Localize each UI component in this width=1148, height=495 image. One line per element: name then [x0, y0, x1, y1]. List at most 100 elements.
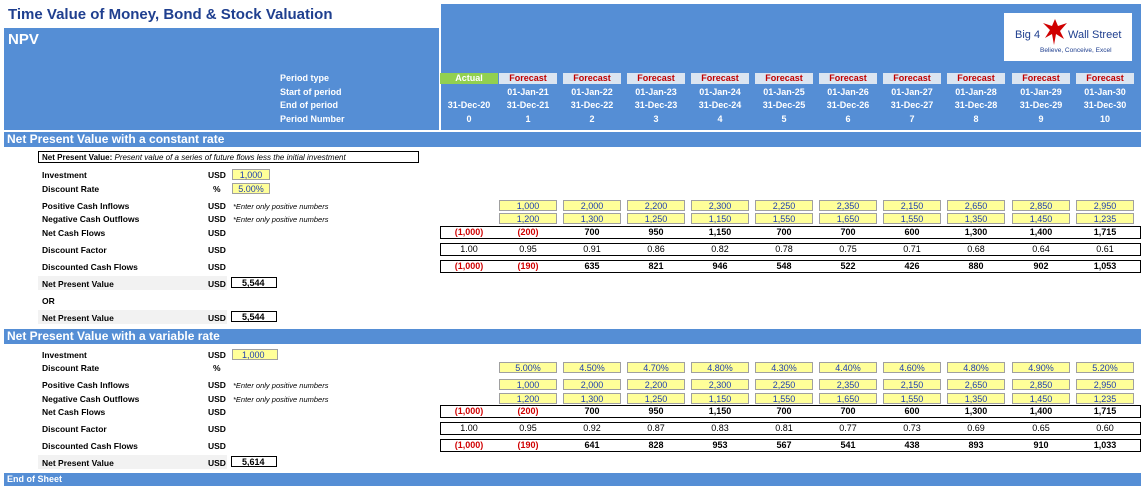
period-num-2: 2: [589, 114, 595, 124]
section2-rate-cell[interactable]: 5.00%: [499, 362, 557, 373]
section2-outflows-cell[interactable]: 1,650: [819, 393, 877, 404]
s1-npv2-label-bg: [38, 310, 227, 324]
s2-investment-input[interactable]: 1,000: [232, 349, 278, 360]
s1-factor-unit: USD: [208, 245, 226, 255]
s1-investment-input[interactable]: 1,000: [232, 169, 270, 180]
section2-rate-cell[interactable]: 4.50%: [563, 362, 621, 373]
section2-discounted-cell: 641: [584, 440, 600, 450]
section2-inflows-cell[interactable]: 2,200: [627, 379, 685, 390]
period-end-8: 31-Dec-28: [954, 100, 998, 110]
section2-outflows-cell[interactable]: 1,150: [691, 393, 749, 404]
section1-inflows-cell[interactable]: 2,350: [819, 200, 877, 211]
section1-factor-cell: 0.64: [1032, 244, 1050, 254]
section1-outflows-cell[interactable]: 1,350: [947, 213, 1005, 224]
period-num-3: 3: [653, 114, 659, 124]
section2-factor-cell: 0.77: [839, 423, 857, 433]
s1-rate-input[interactable]: 5.00%: [232, 183, 270, 194]
section2-inflows-cell[interactable]: 2,000: [563, 379, 621, 390]
s2-outflows-label: Negative Cash Outflows: [42, 394, 140, 404]
section1-outflows-cell[interactable]: 1,300: [563, 213, 621, 224]
section2-rate-cell[interactable]: 4.70%: [627, 362, 685, 373]
s1-discounted-label: Discounted Cash Flows: [42, 262, 138, 272]
s1-net-label: Net Cash Flows: [42, 228, 106, 238]
section2-outflows-cell[interactable]: 1,250: [627, 393, 685, 404]
period-type-7: Forecast: [883, 73, 941, 84]
section1-inflows-cell[interactable]: 2,300: [691, 200, 749, 211]
section2-factor-cell: 0.95: [519, 423, 537, 433]
section1-inflows-cell[interactable]: 2,950: [1076, 200, 1134, 211]
section2-net-cell: 1,400: [1029, 406, 1053, 416]
section1-outflows-cell[interactable]: 1,235: [1076, 213, 1134, 224]
section1-outflows-cell[interactable]: 1,450: [1012, 213, 1070, 224]
section2-inflows-cell[interactable]: 2,150: [883, 379, 941, 390]
logo-text-left: Big 4: [1015, 29, 1041, 41]
section2-rate-cell[interactable]: 4.90%: [1012, 362, 1070, 373]
section2-inflows-cell[interactable]: 2,250: [755, 379, 813, 390]
definition-text: Present value of a series of future flow…: [114, 153, 346, 162]
section1-inflows-cell[interactable]: 2,850: [1012, 200, 1070, 211]
section1-outflows-cell[interactable]: 1,550: [883, 213, 941, 224]
section1-discounted-cell: 426: [904, 261, 920, 271]
s1-npv1-label-bg: [38, 276, 227, 290]
s2-npv-unit: USD: [208, 458, 226, 468]
period-start-3: 01-Jan-23: [635, 87, 677, 97]
section2-rate-cell[interactable]: 4.30%: [755, 362, 813, 373]
section2-net-cell: 700: [776, 406, 792, 416]
section2-outflows-cell[interactable]: 1,550: [755, 393, 813, 404]
section2-outflows-cell[interactable]: 1,350: [947, 393, 1005, 404]
logo-text-right: Wall Street: [1068, 29, 1122, 41]
section2-outflows-cell[interactable]: 1,235: [1076, 393, 1134, 404]
section2-inflows-cell[interactable]: 2,650: [947, 379, 1005, 390]
section2-outflows-cell[interactable]: 1,550: [883, 393, 941, 404]
section2-discounted-cell: 567: [776, 440, 792, 450]
section2-inflows-cell[interactable]: 2,350: [819, 379, 877, 390]
s1-inflows-unit: USD: [208, 201, 226, 211]
subtitle: NPV: [8, 31, 39, 48]
s1-npv2-label: Net Present Value: [42, 313, 114, 323]
section2-outflows-cell[interactable]: 1,200: [499, 393, 557, 404]
section1-outflows-cell[interactable]: 1,150: [691, 213, 749, 224]
section2-rate-cell[interactable]: 5.20%: [1076, 362, 1134, 373]
section2-discounted-cell: 438: [904, 440, 920, 450]
section1-net-row-box: [440, 226, 1141, 239]
section1-outflows-cell[interactable]: 1,550: [755, 213, 813, 224]
page-title: Time Value of Money, Bond & Stock Valuat…: [8, 6, 333, 23]
s2-rate-unit: %: [213, 363, 221, 373]
s2-outflows-unit: USD: [208, 394, 226, 404]
section1-discounted-cell: 902: [1033, 261, 1049, 271]
section2-factor-row-box: [440, 422, 1141, 435]
section2-rate-cell[interactable]: 4.80%: [691, 362, 749, 373]
section2-factor-cell: 1.00: [460, 423, 478, 433]
section1-inflows-cell[interactable]: 2,000: [563, 200, 621, 211]
s2-npv-label-bg: [38, 455, 227, 469]
section1-inflows-cell[interactable]: 2,150: [883, 200, 941, 211]
section2-inflows-cell[interactable]: 2,950: [1076, 379, 1134, 390]
section2-net-cell: 700: [840, 406, 856, 416]
section2-rate-cell[interactable]: 4.40%: [819, 362, 877, 373]
section2-outflows-cell[interactable]: 1,300: [563, 393, 621, 404]
s1-rate-unit: %: [213, 184, 221, 194]
section1-factor-cell: 0.95: [519, 244, 537, 254]
section2-inflows-cell[interactable]: 1,000: [499, 379, 557, 390]
section1-inflows-cell[interactable]: 1,000: [499, 200, 557, 211]
section1-factor-cell: 0.86: [647, 244, 665, 254]
section2-outflows-cell[interactable]: 1,450: [1012, 393, 1070, 404]
section1-outflows-cell[interactable]: 1,250: [627, 213, 685, 224]
s1-npv2-unit: USD: [208, 313, 226, 323]
section1-inflows-cell[interactable]: 2,650: [947, 200, 1005, 211]
section2-rate-cell[interactable]: 4.60%: [883, 362, 941, 373]
section2-inflows-cell[interactable]: 2,300: [691, 379, 749, 390]
s1-rate-label: Discount Rate: [42, 184, 100, 194]
section1-outflows-cell[interactable]: 1,200: [499, 213, 557, 224]
s1-investment-label: Investment: [42, 170, 87, 180]
section2-net-cell: 600: [904, 406, 920, 416]
period-start-7: 01-Jan-27: [891, 87, 933, 97]
section2-inflows-cell[interactable]: 2,850: [1012, 379, 1070, 390]
section2-title: Net Present Value with a variable rate: [4, 329, 1141, 344]
section1-inflows-cell[interactable]: 2,200: [627, 200, 685, 211]
section1-inflows-cell[interactable]: 2,250: [755, 200, 813, 211]
section1-outflows-cell[interactable]: 1,650: [819, 213, 877, 224]
s2-discounted-unit: USD: [208, 441, 226, 451]
s1-npv1-unit: USD: [208, 279, 226, 289]
section2-rate-cell[interactable]: 4.80%: [947, 362, 1005, 373]
